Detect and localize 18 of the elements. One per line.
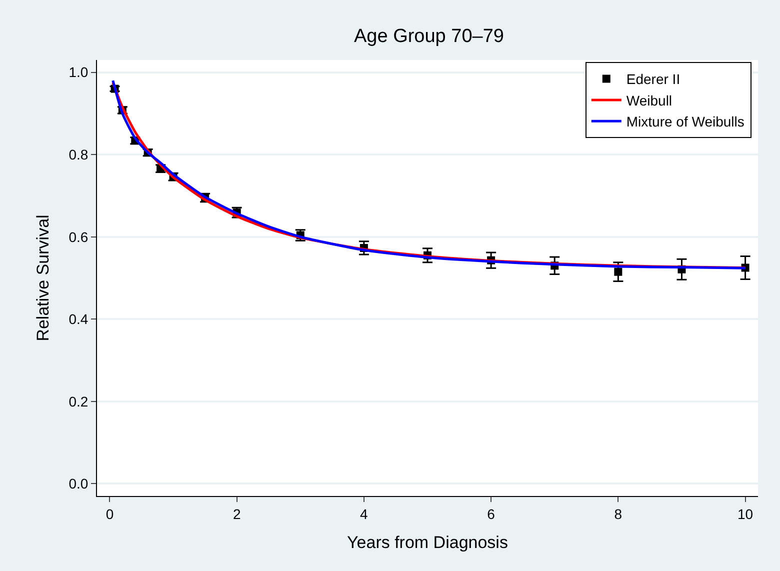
y-axis-title: Relative Survival xyxy=(33,214,52,342)
legend-label: Mixture of Weibulls xyxy=(626,114,744,130)
y-tick-label: 0.4 xyxy=(68,311,88,328)
y-tick-label: 0.0 xyxy=(68,476,88,492)
y-tick-label: 0.2 xyxy=(68,393,88,410)
x-tick-label: 2 xyxy=(232,506,241,522)
x-axis-title: Years from Diagnosis xyxy=(347,533,508,552)
x-tick-label: 8 xyxy=(614,506,622,522)
y-tick-label: 0.6 xyxy=(68,228,88,245)
y-tick-label: 1.0 xyxy=(68,64,88,80)
x-tick-label: 4 xyxy=(360,506,368,522)
chart-title: Age Group 70–79 xyxy=(354,26,504,47)
x-tick-label: 10 xyxy=(738,506,754,522)
y-tick-label: 0.8 xyxy=(68,146,88,162)
x-tick-label: 0 xyxy=(106,506,114,522)
x-tick-label: 6 xyxy=(487,506,496,522)
legend-label: Ederer II xyxy=(626,71,680,88)
legend-label: Weibull xyxy=(626,92,672,108)
